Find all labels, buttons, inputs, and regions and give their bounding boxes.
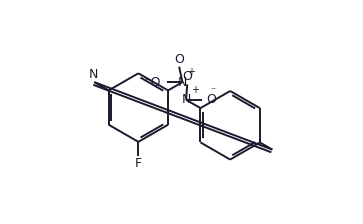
Text: F: F [135, 157, 142, 170]
Text: +: + [187, 67, 195, 77]
Text: N: N [89, 68, 98, 81]
Text: ⁻: ⁻ [210, 86, 215, 96]
Text: N: N [182, 93, 191, 106]
Text: O: O [182, 70, 192, 83]
Text: +: + [191, 85, 199, 95]
Text: N: N [178, 76, 187, 89]
Text: O: O [174, 53, 184, 66]
Text: ⁻O: ⁻O [144, 76, 161, 89]
Text: O: O [206, 93, 216, 106]
